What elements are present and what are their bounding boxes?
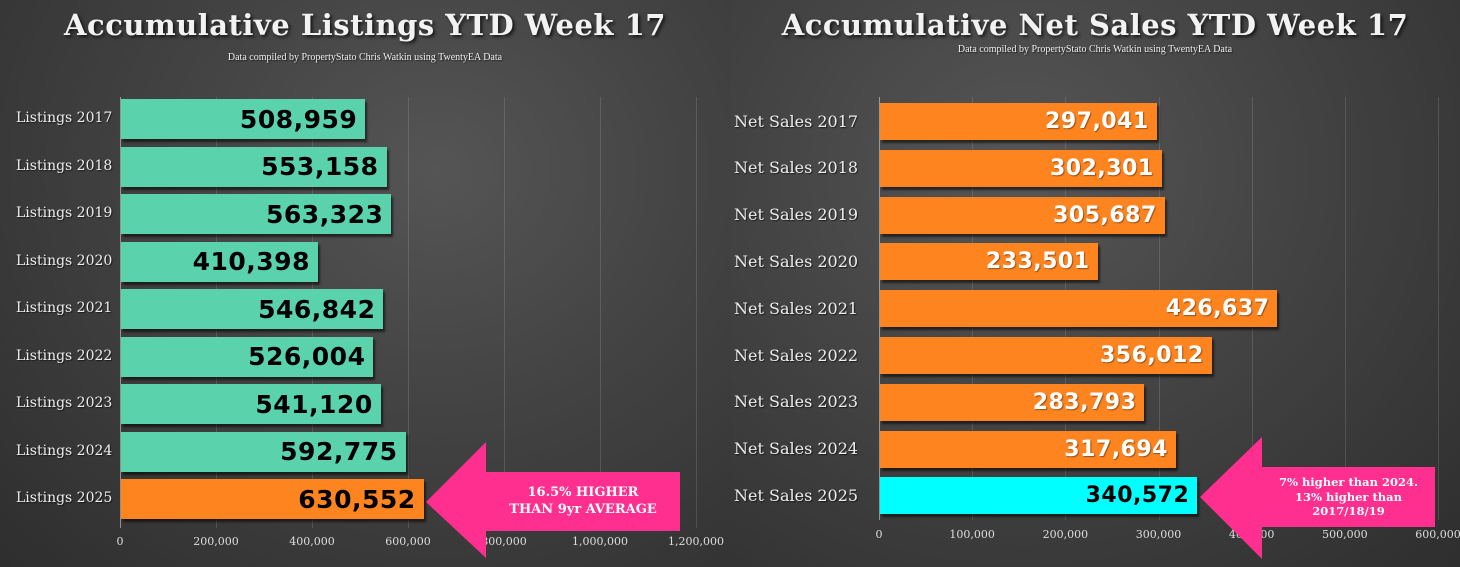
x-tick-label: 200,000	[193, 535, 239, 548]
net-sales-chart-subtitle: Data compiled by PropertyStato Chris Wat…	[957, 44, 1233, 55]
bar-value-label: 541,120	[255, 389, 373, 419]
bar: 563,323	[121, 194, 392, 234]
x-tick-label: 600,000	[385, 535, 431, 548]
bar-value-label: 553,158	[261, 152, 379, 181]
x-tick-label: 1,200,000	[668, 535, 724, 548]
bar-value-label: 526,004	[248, 342, 366, 371]
category-label: Listings 2019	[16, 205, 113, 221]
bar: 630,552	[121, 479, 424, 519]
category-label: Listings 2021	[16, 300, 113, 316]
x-tick-label: 200,000	[1042, 528, 1089, 541]
x-tick-label: 500,000	[1322, 528, 1368, 541]
category-label: Net Sales 2024	[734, 439, 859, 459]
category-label: Net Sales 2017	[734, 111, 859, 131]
bar-value-label: 297,041	[1045, 109, 1149, 134]
callout-arrow-right-icon	[1200, 437, 1435, 559]
x-tick-label: 300,000	[1135, 528, 1182, 541]
net-sales-callout-text: 7% higher than 2024. 13% higher than 201…	[1262, 467, 1435, 527]
bar-value-label: 426,637	[1165, 296, 1270, 322]
listings-callout-line2: THAN 9yr AVERAGE	[509, 501, 657, 517]
bar-value-label: 508,959	[239, 104, 358, 134]
listings-callout-text: 16.5% HIGHER THAN 9yr AVERAGE	[486, 472, 680, 531]
net-sales-callout-line1: 7% higher than 2024.	[1279, 475, 1418, 490]
net-sales-chart-panel: Accumulative Net Sales YTD Week 17 Data …	[730, 0, 1460, 567]
y-axis-line	[120, 97, 121, 528]
net-sales-chart-title: Accumulative Net Sales YTD Week 17	[781, 8, 1409, 42]
category-label: Listings 2020	[16, 252, 113, 269]
net-sales-callout-line2: 13% higher than	[1295, 489, 1402, 504]
x-tick-label: 100,000	[949, 528, 995, 541]
bar: 592,775	[121, 431, 406, 472]
gridline	[696, 97, 697, 528]
bar-value-label: 305,687	[1053, 202, 1157, 228]
bar-value-label: 340,572	[1085, 483, 1190, 509]
bar-value-label: 546,842	[258, 294, 376, 324]
bar: 305,687	[880, 196, 1165, 234]
category-label: Listings 2017	[16, 110, 113, 126]
bar: 233,501	[880, 243, 1098, 281]
bar-value-label: 356,012	[1099, 343, 1204, 368]
gridline	[504, 97, 505, 528]
listings-chart-title: Accumulative Listings YTD Week 17	[64, 8, 666, 42]
x-tick-label: 400,000	[289, 535, 335, 548]
bar-value-label: 563,323	[266, 199, 384, 229]
gridline	[408, 97, 409, 528]
bar: 541,120	[121, 384, 381, 424]
bar: 553,158	[121, 146, 387, 187]
category-label: Listings 2022	[16, 347, 113, 364]
listings-chart-panel: Accumulative Listings YTD Week 17 Data c…	[0, 0, 730, 567]
gridline	[1344, 97, 1346, 520]
bar: 297,041	[880, 103, 1157, 140]
x-tick-label: 800,000	[481, 535, 527, 548]
bar-value-label: 317,694	[1064, 436, 1168, 462]
bar-value-label: 410,398	[192, 247, 310, 276]
bar-value-label: 630,552	[298, 484, 416, 514]
bar: 546,842	[121, 289, 384, 329]
category-label: Listings 2023	[16, 395, 113, 411]
x-tick-label: 600,000	[1415, 528, 1460, 541]
category-label: Net Sales 2018	[734, 158, 859, 178]
category-label: Listings 2018	[16, 157, 113, 174]
category-label: Net Sales 2025	[734, 485, 859, 505]
category-label: Net Sales 2023	[734, 392, 859, 412]
category-label: Net Sales 2019	[734, 205, 859, 225]
category-label: Net Sales 2022	[734, 345, 859, 365]
bar-value-label: 283,793	[1032, 389, 1137, 415]
y-axis-line	[879, 97, 880, 520]
bar: 426,637	[880, 290, 1278, 328]
gridline	[600, 97, 601, 528]
listings-chart-subtitle: Data compiled by PropertyStato Chris Wat…	[227, 52, 503, 63]
net-sales-callout-line3: 2017/18/19	[1312, 504, 1385, 519]
category-label: Net Sales 2020	[734, 251, 859, 271]
bar-value-label: 592,775	[280, 437, 398, 466]
bar: 317,694	[880, 430, 1176, 468]
gridline	[1438, 97, 1439, 520]
category-label: Listings 2025	[16, 490, 113, 506]
category-label: Net Sales 2021	[734, 298, 859, 318]
callout-arrow-left-icon	[426, 442, 680, 558]
x-tick-label: 0	[875, 528, 883, 541]
listings-callout-line1: 16.5% HIGHER	[527, 485, 639, 501]
bar: 302,301	[880, 149, 1162, 187]
bar: 356,012	[880, 337, 1212, 374]
category-label: Listings 2024	[16, 442, 113, 459]
x-tick-label: 1,000,000	[572, 535, 628, 548]
bar: 526,004	[121, 336, 374, 377]
bar: 340,572	[880, 477, 1198, 515]
bar: 410,398	[121, 241, 318, 282]
bar: 283,793	[880, 383, 1145, 421]
bar-value-label: 302,301	[1049, 155, 1154, 181]
bar-value-label: 233,501	[985, 249, 1090, 275]
x-tick-label: 0	[116, 535, 124, 548]
bar: 508,959	[121, 99, 366, 139]
